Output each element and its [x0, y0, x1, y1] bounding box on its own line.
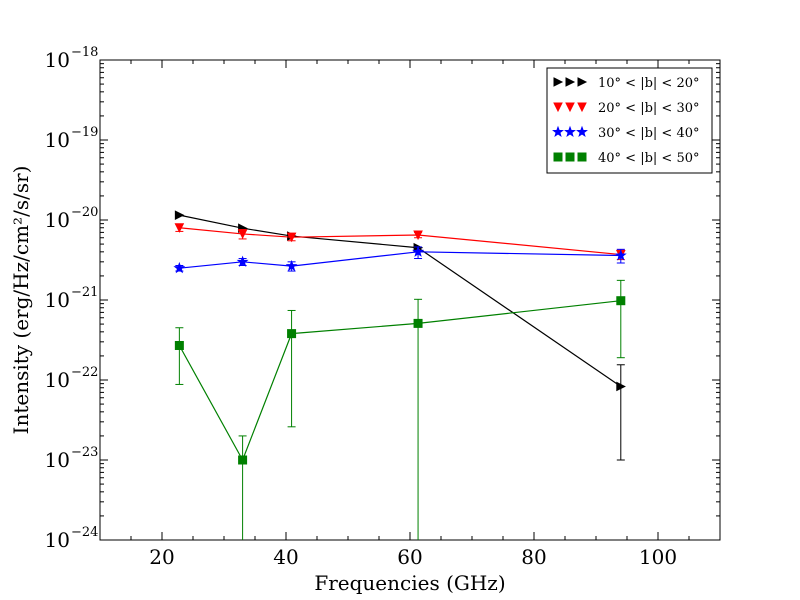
- x-tick-label: 100: [639, 545, 677, 569]
- y-tick-label: 10: [45, 448, 70, 472]
- y-axis-label: Intensity (erg/Hz/cm²/s/sr): [9, 166, 33, 435]
- x-tick-label: 60: [397, 545, 422, 569]
- y-tick-exponent: −18: [71, 45, 98, 60]
- data-point: [413, 230, 423, 241]
- data-point: [616, 296, 626, 306]
- data-point: [287, 329, 297, 339]
- legend-marker: [565, 77, 576, 87]
- data-point: [174, 210, 185, 220]
- data-point: [614, 249, 627, 261]
- legend-entry: 10° < |b| < 20°: [553, 76, 699, 91]
- x-tick-label: 80: [521, 545, 546, 569]
- data-point: [237, 229, 248, 240]
- y-tick-label: 10: [45, 48, 70, 72]
- x-tick-label: 20: [149, 545, 174, 569]
- data-point: [236, 255, 249, 267]
- legend-marker: [552, 125, 564, 138]
- y-tick-label: 10: [45, 128, 70, 152]
- legend-label: 40° < |b| < 50°: [598, 151, 699, 166]
- legend-label: 20° < |b| < 30°: [598, 101, 699, 116]
- x-axis-label: Frequencies (GHz): [314, 571, 505, 595]
- data-point: [285, 259, 298, 272]
- data-point: [413, 318, 423, 328]
- data-point: [286, 232, 297, 243]
- legend-marker: [553, 152, 563, 162]
- legend-entry: 20° < |b| < 30°: [553, 101, 699, 116]
- legend-label: 30° < |b| < 40°: [598, 126, 699, 141]
- y-tick-exponent: −23: [71, 445, 98, 460]
- legend-entry: 30° < |b| < 40°: [552, 125, 699, 141]
- series-4: [174, 279, 626, 540]
- data-point: [174, 223, 185, 233]
- y-tick-exponent: −24: [71, 525, 98, 540]
- y-tick-label: 10: [45, 368, 70, 392]
- data-point: [174, 340, 184, 350]
- series-3: [173, 245, 627, 274]
- legend-marker: [553, 77, 564, 87]
- y-tick-exponent: −20: [71, 205, 98, 220]
- y-tick-exponent: −22: [71, 365, 98, 380]
- legend-marker: [565, 102, 575, 113]
- legend-marker: [577, 77, 588, 87]
- legend-marker: [565, 152, 575, 162]
- legend-label: 10° < |b| < 20°: [598, 76, 699, 91]
- data-point: [173, 261, 186, 274]
- legend-marker: [553, 102, 563, 113]
- legend-marker: [577, 102, 587, 113]
- series-layer: [173, 210, 627, 540]
- y-tick-exponent: −21: [71, 285, 98, 300]
- legend: 10° < |b| < 20° 20° < |b| < 30° 30° < |b| …: [546, 67, 713, 174]
- legend-marker: [577, 152, 587, 162]
- y-tick-label: 10: [45, 208, 70, 232]
- legend-entry: 40° < |b| < 50°: [553, 151, 699, 166]
- legend-marker: [564, 125, 576, 138]
- data-point: [238, 455, 248, 465]
- data-point: [412, 245, 424, 257]
- y-tick-exponent: −19: [71, 125, 98, 140]
- y-tick-label: 10: [45, 288, 70, 312]
- legend-marker: [576, 125, 588, 138]
- data-point: [616, 381, 626, 392]
- x-tick-label: 40: [273, 545, 298, 569]
- y-tick-label: 10: [45, 528, 70, 552]
